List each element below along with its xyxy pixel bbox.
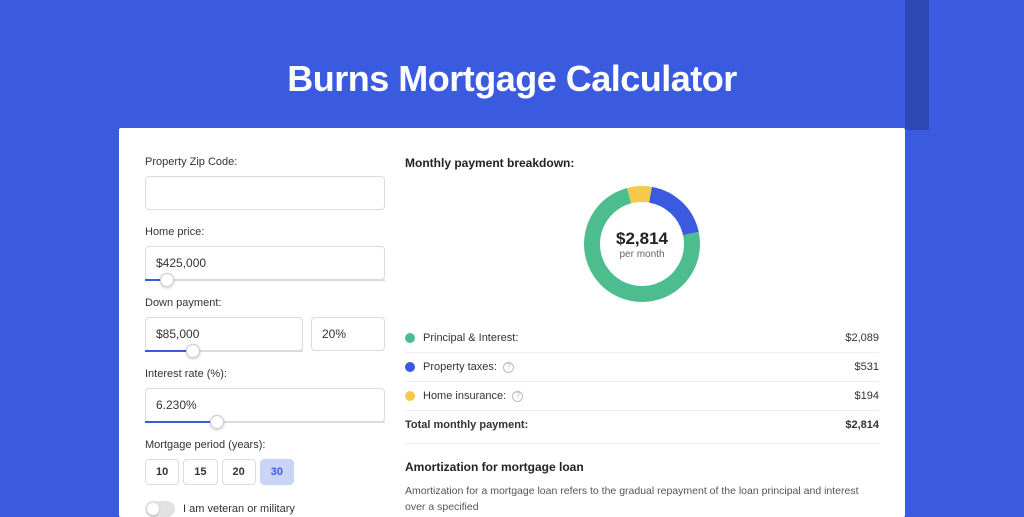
breakdown-title: Monthly payment breakdown: — [405, 156, 879, 170]
home-price-slider[interactable] — [145, 279, 385, 281]
interest-rate-input[interactable] — [145, 388, 385, 422]
legend-total-row: Total monthly payment: $2,814 — [405, 411, 879, 439]
legend-label-text: Home insurance: — [423, 390, 506, 402]
legend-label: Home insurance:? — [423, 390, 855, 402]
info-icon[interactable]: ? — [503, 362, 514, 373]
legend-value: $194 — [855, 390, 879, 402]
interest-rate-label: Interest rate (%): — [145, 368, 385, 380]
legend-label-text: Property taxes: — [423, 361, 497, 373]
legend-label: Principal & Interest: — [423, 332, 845, 344]
amortization-title: Amortization for mortgage loan — [405, 460, 879, 474]
down-payment-slider[interactable] — [145, 350, 303, 352]
down-payment-pct-input[interactable] — [311, 317, 385, 351]
legend-row: Principal & Interest: $2,089 — [405, 324, 879, 353]
legend-row: Property taxes:?$531 — [405, 353, 879, 382]
legend-label-text: Principal & Interest: — [423, 332, 518, 344]
donut-center: $2,814 per month — [580, 182, 704, 306]
legend-value: $2,089 — [845, 332, 879, 344]
zip-field-group: Property Zip Code: — [145, 156, 385, 210]
veteran-toggle[interactable] — [145, 501, 175, 517]
legend-row: Home insurance:?$194 — [405, 382, 879, 411]
info-icon[interactable]: ? — [512, 391, 523, 402]
period-btn-20[interactable]: 20 — [222, 459, 256, 485]
legend-dot-icon — [405, 391, 415, 401]
home-price-label: Home price: — [145, 226, 385, 238]
breakdown-column: Monthly payment breakdown: $2,814 per mo… — [405, 156, 879, 517]
page-title: Burns Mortgage Calculator — [0, 0, 1024, 128]
interest-rate-slider-fill — [145, 421, 217, 423]
home-price-field-group: Home price: — [145, 226, 385, 281]
inputs-column: Property Zip Code: Home price: Down paym… — [145, 156, 385, 517]
period-btn-15[interactable]: 15 — [183, 459, 217, 485]
period-field-group: Mortgage period (years): 10 15 20 30 — [145, 439, 385, 485]
down-payment-label: Down payment: — [145, 297, 385, 309]
veteran-toggle-row: I am veteran or military — [145, 501, 385, 517]
legend-label: Property taxes:? — [423, 361, 855, 373]
donut-chart: $2,814 per month — [580, 182, 704, 306]
period-btn-30[interactable]: 30 — [260, 459, 294, 485]
home-price-slider-thumb[interactable] — [160, 273, 174, 287]
calculator-card: Property Zip Code: Home price: Down paym… — [119, 128, 905, 517]
legend-dot-icon — [405, 333, 415, 343]
section-divider — [405, 443, 879, 444]
background-accent-strip — [905, 0, 929, 130]
interest-rate-slider[interactable] — [145, 421, 385, 423]
period-label: Mortgage period (years): — [145, 439, 385, 451]
interest-rate-field-group: Interest rate (%): — [145, 368, 385, 423]
period-btn-10[interactable]: 10 — [145, 459, 179, 485]
donut-sub: per month — [619, 249, 664, 260]
veteran-toggle-knob — [147, 503, 159, 515]
interest-rate-slider-thumb[interactable] — [210, 415, 224, 429]
zip-label: Property Zip Code: — [145, 156, 385, 168]
legend-total-value: $2,814 — [845, 419, 879, 431]
donut-chart-wrap: $2,814 per month — [405, 182, 879, 306]
zip-input[interactable] — [145, 176, 385, 210]
legend-total-label: Total monthly payment: — [405, 419, 845, 431]
legend-list: Principal & Interest: $2,089 Property taxe… — [405, 324, 879, 411]
down-payment-slider-thumb[interactable] — [186, 344, 200, 358]
down-payment-field-group: Down payment: — [145, 297, 385, 352]
period-buttons: 10 15 20 30 — [145, 459, 385, 485]
veteran-toggle-label: I am veteran or military — [183, 503, 295, 515]
legend-dot-icon — [405, 362, 415, 372]
legend-value: $531 — [855, 361, 879, 373]
down-payment-input[interactable] — [145, 317, 303, 351]
home-price-input[interactable] — [145, 246, 385, 280]
donut-amount: $2,814 — [616, 229, 668, 249]
amortization-text: Amortization for a mortgage loan refers … — [405, 484, 879, 516]
